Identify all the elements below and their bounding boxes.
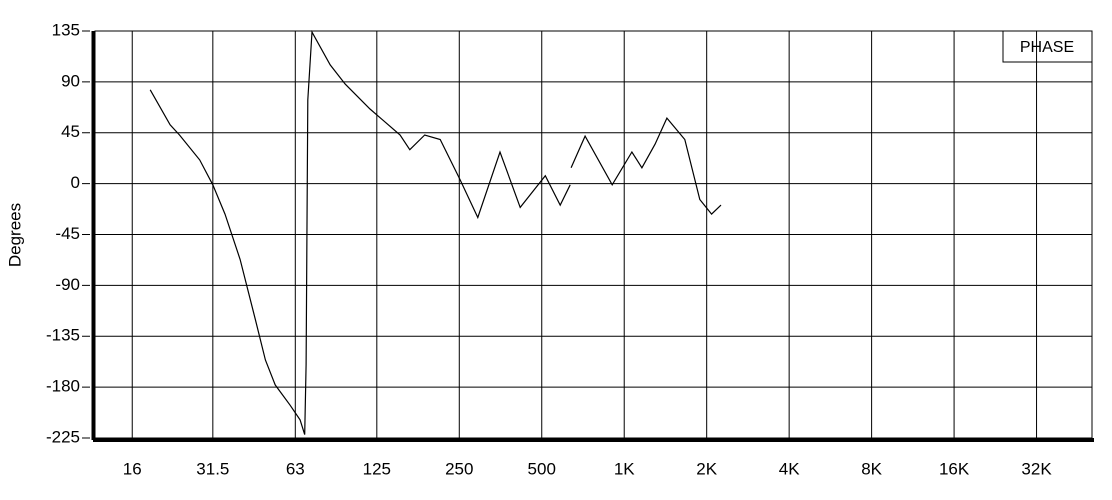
y-tick-label: -135 bbox=[46, 326, 80, 345]
x-tick-label: 32K bbox=[1021, 459, 1052, 478]
x-tick-label: 16K bbox=[939, 459, 970, 478]
x-tick-label: 125 bbox=[363, 459, 391, 478]
y-tick-label: 135 bbox=[52, 20, 80, 39]
y-axis-label: Degrees bbox=[5, 203, 24, 267]
phase-line bbox=[149, 30, 722, 435]
title-box bbox=[1002, 30, 1093, 63]
y-tick-label: -90 bbox=[55, 275, 80, 294]
chart-title: PHASE bbox=[1020, 39, 1074, 56]
x-tick-label: 16 bbox=[123, 459, 142, 478]
x-tick-label: 63 bbox=[286, 459, 305, 478]
y-tick-label: -225 bbox=[46, 427, 80, 446]
y-tick-label: 45 bbox=[61, 122, 80, 141]
y-tick-label: 0 bbox=[71, 173, 80, 192]
x-tick-label: 2K bbox=[696, 459, 717, 478]
x-tick-label: 250 bbox=[445, 459, 473, 478]
x-tick-label: 4K bbox=[779, 459, 800, 478]
x-tick-label: 500 bbox=[528, 459, 556, 478]
y-tick-label: -45 bbox=[55, 224, 80, 243]
x-tick-label: 8K bbox=[861, 459, 882, 478]
x-tick-label: 31.5 bbox=[196, 459, 229, 478]
y-tick-label: -180 bbox=[46, 377, 80, 396]
x-tick-label: 1K bbox=[614, 459, 635, 478]
y-tick-label: 90 bbox=[61, 71, 80, 90]
